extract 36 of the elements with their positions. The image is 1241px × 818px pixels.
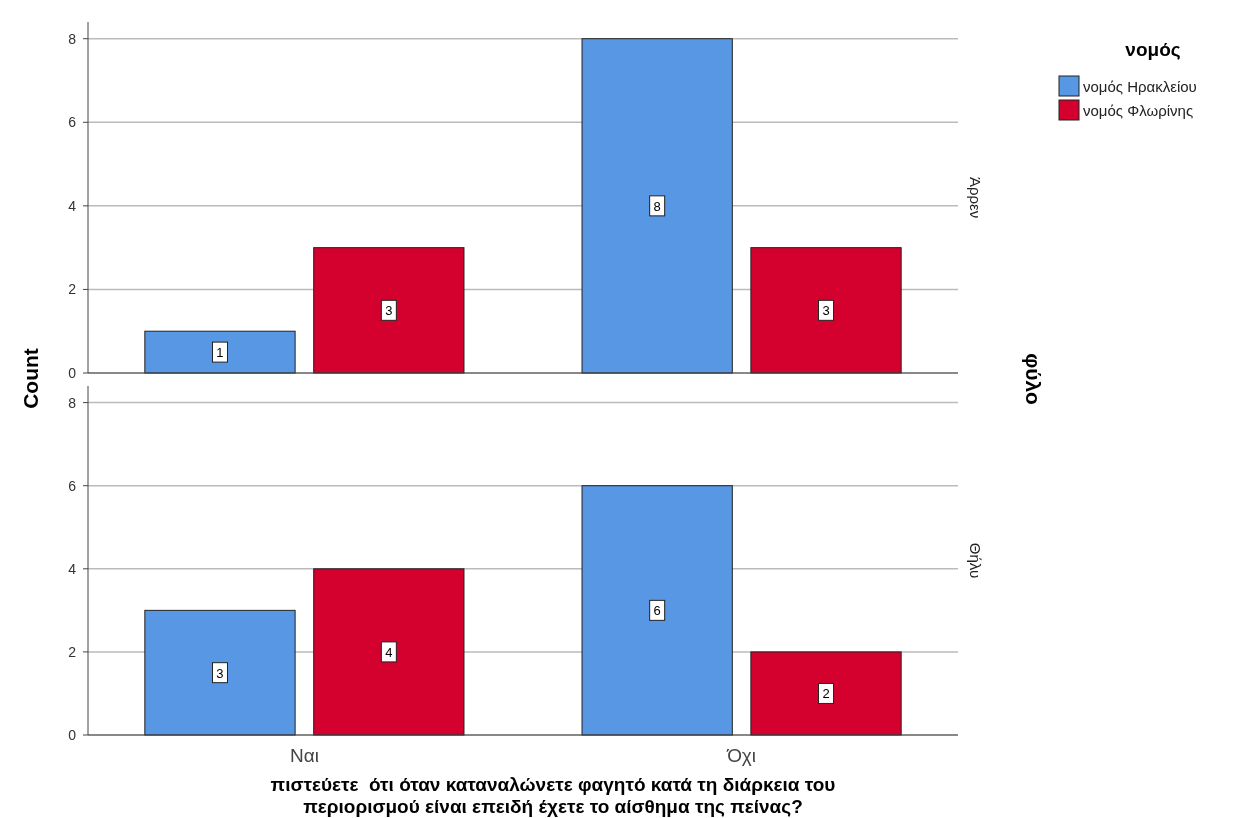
y-tick-label: 4 <box>68 197 77 214</box>
legend-title: νομός <box>1125 39 1181 60</box>
bar <box>581 38 733 374</box>
bar <box>144 330 296 374</box>
legend-label: νομός Φλωρίνης <box>1083 102 1194 119</box>
y-tick-label: 8 <box>68 394 77 411</box>
text: Θήλυ <box>967 542 984 579</box>
y-tick-label: 0 <box>68 727 77 743</box>
data-label: 8 <box>653 198 661 214</box>
bar <box>144 609 296 736</box>
x-axis-title: πιστεύετε ότι όταν καταναλώνετε φαγητό κατά τη διάρκεια του περιορισμού είναι επειδή έχετε το αίσθημα της πείνας? <box>270 774 836 817</box>
y-tick-label: 8 <box>68 30 77 47</box>
data-label: 1 <box>216 345 224 361</box>
text: Άρρεν <box>967 176 984 219</box>
y-tick-label: 6 <box>68 477 77 494</box>
data-label: 4 <box>385 644 393 660</box>
bar <box>581 485 733 736</box>
y-tick-label: 0 <box>68 365 77 381</box>
y-axis-title: Count <box>19 348 42 409</box>
bar <box>313 568 465 736</box>
bar <box>750 651 902 736</box>
x-tick-label: Ναι <box>289 745 319 766</box>
text: φύλο <box>1022 353 1045 405</box>
y-tick-label: 4 <box>68 560 77 577</box>
legend-label: νομός Ηρακλείου <box>1083 78 1197 95</box>
data-label: 3 <box>385 303 393 319</box>
data-label: 3 <box>216 665 224 681</box>
bar <box>750 247 902 374</box>
y-tick-label: 2 <box>68 281 77 298</box>
data-label: 3 <box>822 303 830 319</box>
x-tick-label: Όχι <box>726 745 757 766</box>
data-label: 2 <box>822 686 830 702</box>
y-tick-label: 6 <box>68 114 77 131</box>
bar <box>313 247 465 374</box>
y-tick-label: 2 <box>68 643 77 660</box>
data-label: 6 <box>653 603 661 619</box>
